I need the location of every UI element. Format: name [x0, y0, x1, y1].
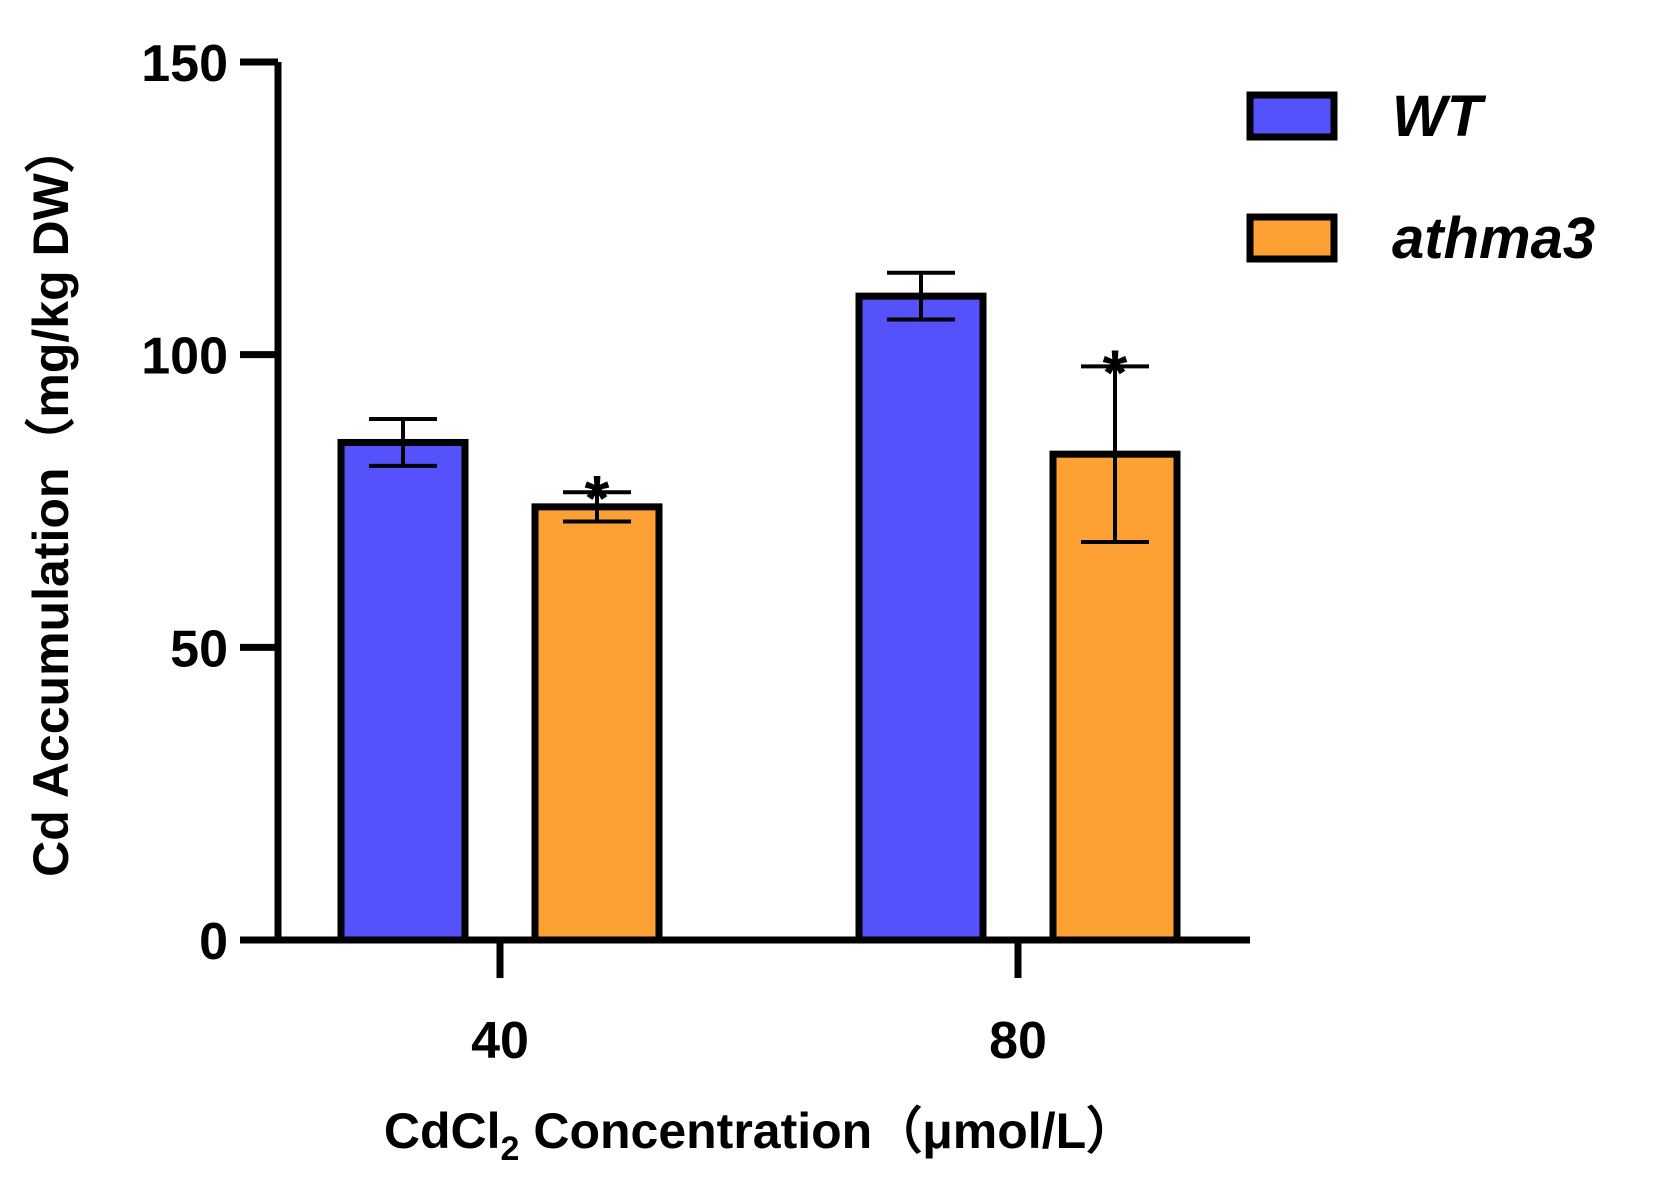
legend: WT athma3 [1246, 84, 1595, 271]
x-axis-title-prefix: CdCl [384, 1103, 501, 1159]
y-ticks-layer: 0 50 100 150 [141, 35, 278, 971]
bar-athma3-40 [531, 503, 663, 944]
y-tick-label-50: 50 [170, 620, 228, 678]
y-axis-title: Cd Accumulation（mg/kg DW） [23, 123, 79, 877]
significance-marker-athma3-80: * [1103, 336, 1128, 408]
significance-marker-athma3-40: * [585, 462, 610, 534]
bars-layer [337, 292, 1181, 944]
y-tick-label-0: 0 [199, 913, 228, 971]
x-tick-label-80: 80 [989, 1012, 1047, 1070]
x-axis-title-suffix: Concentration（μmol/L） [519, 1103, 1136, 1159]
x-tick-label-40: 40 [471, 1012, 529, 1070]
legend-label-WT: WT [1392, 84, 1487, 149]
significance-layer: ** [585, 336, 1128, 534]
y-tick-label-100: 100 [141, 328, 228, 386]
y-tick-label-150: 150 [141, 35, 228, 93]
x-ticks-layer: 40 80 [471, 940, 1047, 1070]
bar-WT-40 [337, 438, 469, 944]
legend-label-athma3: athma3 [1392, 206, 1595, 271]
x-axis-title: CdCl2 Concentration（μmol/L） [384, 1103, 1136, 1168]
legend-swatch-athma3 [1246, 213, 1338, 263]
error-bars-layer [369, 270, 1149, 544]
x-axis-title-subscript: 2 [501, 1130, 520, 1168]
bar-WT-80 [855, 292, 987, 944]
legend-swatch-WT [1246, 91, 1338, 141]
